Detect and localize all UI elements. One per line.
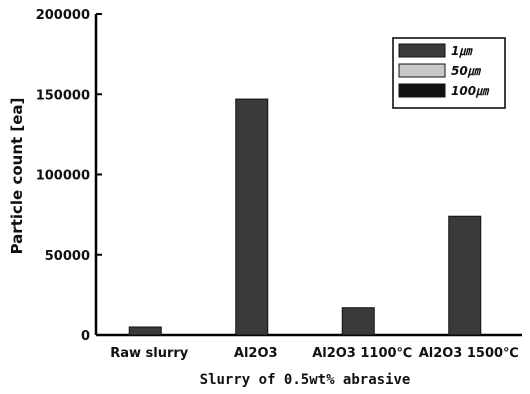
y-tick-label: 0 (81, 329, 90, 344)
legend-swatch (398, 83, 446, 98)
x-tick-label: Al2O3 1100℃ (312, 346, 412, 361)
x-tick-label: Raw slurry (110, 346, 189, 361)
legend-label: 50㎛ (451, 64, 482, 78)
legend: 1㎛ 50㎛ 100㎛ (392, 37, 506, 109)
bar (128, 326, 162, 336)
x-axis-title: Slurry of 0.5wt% abrasive (200, 372, 411, 388)
x-tick-label: Al2O3 1500℃ (419, 346, 519, 361)
y-tick-label: 200000 (36, 8, 90, 23)
y-tick-label: 150000 (36, 88, 90, 103)
y-tick-label: 100000 (36, 169, 90, 184)
bar (235, 98, 269, 336)
legend-swatch (398, 43, 446, 58)
x-axis-ticks: Raw slurry Al2O3 Al2O3 1100℃ Al2O3 1500℃ (110, 330, 519, 361)
y-axis-ticks: 0 50000 100000 150000 200000 (36, 8, 102, 344)
y-tick-label: 50000 (45, 249, 90, 264)
x-tick-label: Al2O3 (234, 346, 278, 361)
y-axis-title: Particle count [ea] (8, 98, 26, 255)
bar (448, 215, 482, 336)
bar (341, 307, 375, 336)
legend-swatch (398, 63, 446, 78)
legend-label: 1㎛ (451, 44, 473, 58)
bars (128, 98, 482, 336)
legend-label: 100㎛ (451, 84, 490, 98)
